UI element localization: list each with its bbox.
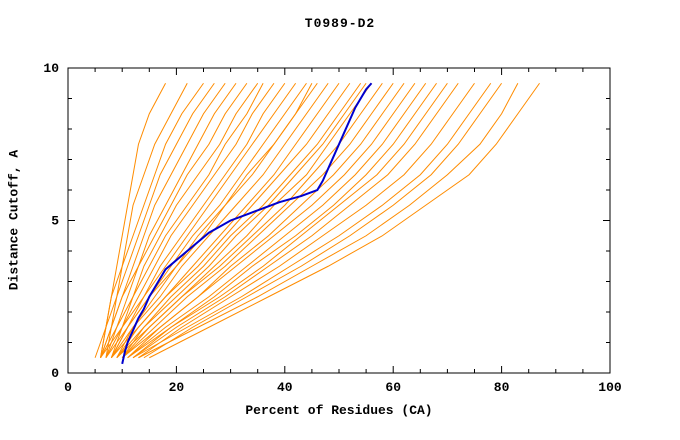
x-tick-label: 20 bbox=[169, 380, 185, 395]
model-line bbox=[100, 82, 215, 358]
model-line bbox=[121, 82, 394, 359]
highlight-line bbox=[121, 82, 373, 365]
model-line bbox=[149, 82, 540, 359]
x-tick-label: 40 bbox=[277, 380, 293, 395]
model-line bbox=[138, 82, 475, 359]
model-line bbox=[116, 83, 313, 358]
model-line bbox=[116, 82, 340, 359]
model-line bbox=[100, 82, 297, 359]
model-line bbox=[116, 82, 367, 359]
chart-title: T0989-D2 bbox=[304, 16, 376, 31]
x-tick-label: 60 bbox=[385, 380, 401, 395]
model-line bbox=[116, 82, 383, 359]
model-line bbox=[105, 82, 275, 358]
plot-border bbox=[67, 67, 611, 374]
model-line bbox=[132, 82, 459, 359]
model-line bbox=[105, 82, 318, 359]
x-tick-label: 0 bbox=[64, 380, 72, 395]
model-line bbox=[105, 82, 248, 358]
y-tick-label: 0 bbox=[51, 366, 59, 381]
model-line bbox=[121, 82, 362, 359]
model-line bbox=[110, 83, 264, 358]
model-line bbox=[110, 82, 286, 358]
model-line bbox=[94, 82, 204, 358]
model-line bbox=[100, 83, 188, 358]
model-line bbox=[132, 82, 492, 359]
x-tick-label: 80 bbox=[494, 380, 510, 395]
x-tick-label: 100 bbox=[598, 380, 622, 395]
y-tick-label: 5 bbox=[51, 214, 59, 229]
model-line bbox=[132, 82, 437, 359]
model-line bbox=[143, 82, 503, 359]
model-line bbox=[127, 82, 448, 359]
model-line bbox=[110, 82, 351, 359]
y-tick-label: 10 bbox=[43, 61, 59, 76]
model-line bbox=[121, 82, 416, 359]
model-line bbox=[127, 82, 427, 359]
x-axis-label: Percent of Residues (CA) bbox=[245, 403, 433, 418]
model-line bbox=[100, 82, 237, 358]
model-line bbox=[100, 82, 259, 358]
model-line bbox=[110, 82, 329, 359]
model-line bbox=[138, 83, 519, 359]
